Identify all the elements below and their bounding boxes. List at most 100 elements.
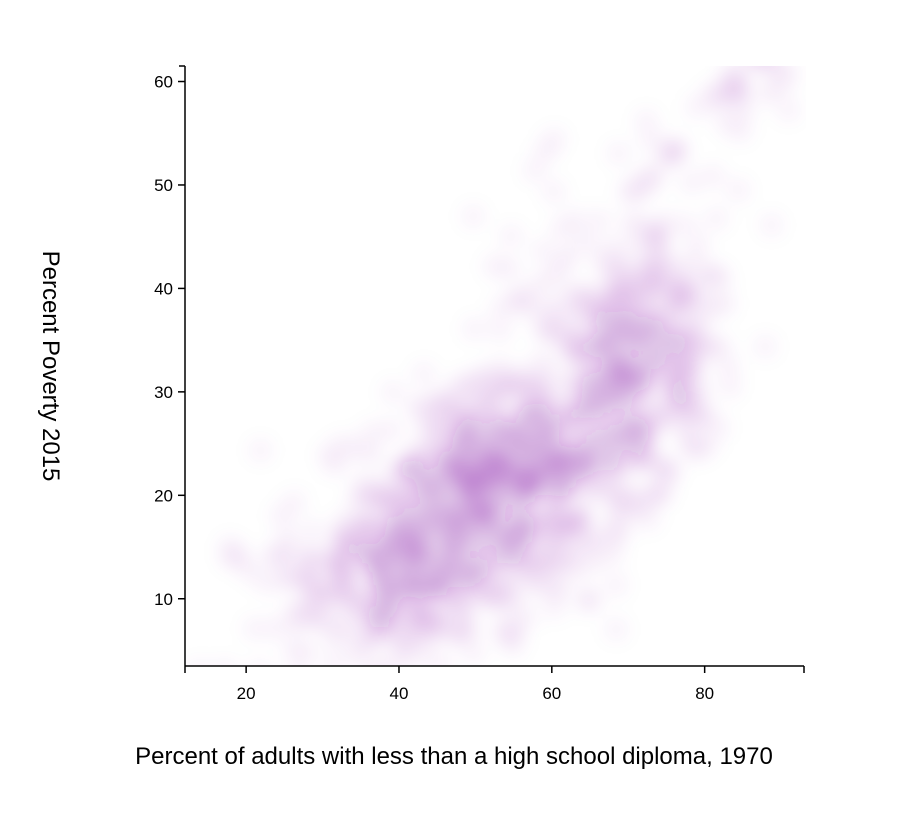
density-point — [343, 607, 365, 630]
density-point — [629, 445, 652, 468]
density-point — [502, 474, 525, 497]
density-point — [328, 676, 350, 698]
density-point — [600, 527, 623, 549]
density-point — [577, 284, 600, 307]
density-point — [367, 663, 382, 666]
density-point — [534, 440, 557, 463]
density-point — [679, 435, 702, 458]
density-point — [675, 214, 698, 237]
density-point — [498, 257, 521, 280]
density-point — [642, 298, 665, 321]
density-point — [380, 418, 403, 441]
density-point — [693, 406, 716, 429]
density-point — [579, 372, 602, 395]
density-point — [463, 317, 485, 340]
density-point — [531, 378, 554, 401]
density-point — [316, 672, 338, 694]
density-point — [423, 602, 446, 625]
density-point — [532, 349, 554, 372]
density-point — [501, 617, 524, 640]
density-point — [278, 542, 301, 565]
density-cloud — [189, 66, 800, 713]
density-point — [577, 426, 600, 449]
density-point — [287, 678, 309, 700]
density-point — [501, 634, 524, 656]
density-point — [324, 648, 347, 666]
density-point — [583, 551, 606, 574]
density-point — [680, 171, 702, 194]
density-point — [427, 482, 450, 505]
x-axis-title: Percent of adults with less than a high … — [135, 743, 773, 770]
density-point — [443, 392, 466, 415]
density-point — [523, 159, 546, 182]
density-point — [480, 402, 502, 425]
density-point — [325, 453, 348, 476]
density-point — [347, 646, 370, 666]
density-point — [698, 335, 721, 358]
y-tick-label: 30 — [154, 383, 173, 402]
density-point — [557, 370, 580, 393]
density-point — [565, 311, 588, 333]
density-point — [605, 618, 628, 641]
density-point — [511, 378, 534, 401]
density-point — [325, 552, 348, 575]
density-point — [702, 164, 725, 187]
density-point — [548, 298, 571, 321]
density-point — [713, 292, 736, 315]
density-point — [427, 619, 450, 642]
density-point — [625, 235, 648, 258]
x-tick-label: 60 — [542, 684, 561, 703]
density-point — [462, 439, 485, 462]
x-tick-label: 40 — [390, 684, 409, 703]
density-point — [508, 288, 531, 311]
density-point — [749, 66, 770, 73]
density-point — [485, 544, 508, 567]
density-point — [631, 170, 654, 193]
density-point — [600, 543, 623, 566]
density-point — [696, 433, 719, 456]
density-point — [727, 179, 750, 202]
density-point — [360, 421, 383, 444]
density-point — [455, 621, 478, 644]
y-tick-label: 60 — [154, 73, 173, 92]
density-point — [488, 459, 511, 482]
density-point — [628, 495, 651, 518]
density-point — [615, 480, 638, 503]
density-point — [525, 276, 548, 299]
density-point — [399, 612, 422, 635]
density-point — [453, 487, 476, 510]
density-point — [297, 547, 320, 570]
density-point — [572, 346, 595, 369]
density-point — [256, 571, 278, 594]
density-point — [577, 588, 600, 611]
density-point — [716, 355, 739, 378]
density-point — [662, 333, 685, 356]
density-point — [777, 66, 800, 85]
density-point — [575, 229, 597, 251]
density-point — [613, 329, 635, 352]
density-point — [403, 480, 426, 503]
density-point — [364, 605, 387, 628]
density-point — [705, 207, 728, 230]
density-point — [462, 470, 485, 493]
density-point — [422, 443, 445, 466]
density-point — [719, 375, 741, 398]
density-point — [510, 525, 533, 548]
y-tick-label: 50 — [154, 176, 173, 195]
density-point — [607, 142, 630, 165]
density-point — [462, 205, 485, 228]
density-point — [283, 600, 306, 623]
density-point — [377, 540, 400, 563]
density-point — [264, 617, 287, 640]
density-point — [500, 225, 523, 248]
density-point — [427, 501, 450, 524]
x-axis: 20 40 60 80 — [184, 665, 805, 703]
density-point — [543, 128, 566, 151]
density-point — [364, 691, 386, 713]
density-point — [543, 181, 566, 204]
density-point — [516, 398, 538, 421]
density-point — [283, 639, 306, 662]
density-point — [550, 255, 573, 278]
density-point — [678, 316, 700, 339]
density-point — [454, 579, 477, 602]
